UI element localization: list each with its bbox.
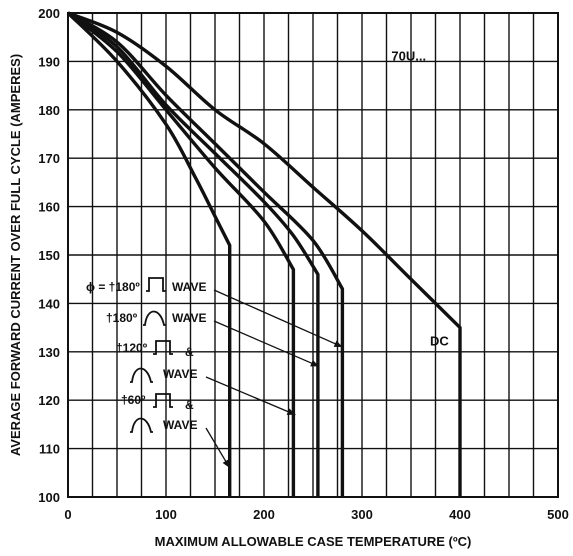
- annotation-text: WAVE: [172, 280, 206, 294]
- annotation-text: &: [185, 345, 194, 359]
- y-tick-label: 130: [38, 345, 60, 360]
- x-tick-label: 400: [449, 507, 471, 522]
- y-tick-label: 190: [38, 54, 60, 69]
- square-wave-symbol: [153, 393, 173, 408]
- y-tick-label: 120: [38, 393, 60, 408]
- sine-wave-symbol: [130, 367, 153, 383]
- series-curve: [67, 11, 320, 497]
- y-tick-label: 140: [38, 296, 60, 311]
- annotation-text: ϕ = †180º: [86, 280, 140, 294]
- annotation-text: †120º: [116, 341, 148, 355]
- y-tick-label: 200: [38, 6, 60, 21]
- y-axis-label: AVERAGE FORWARD CURRENT OVER FULL CYCLE …: [8, 54, 23, 456]
- x-tick-label: 0: [64, 507, 71, 522]
- y-tick-label: 100: [38, 490, 60, 505]
- series-curves: [66, 11, 462, 497]
- arrowhead: [310, 359, 319, 367]
- arrowhead: [286, 408, 296, 415]
- sine-wave-symbol: [143, 310, 166, 326]
- annotation-text: &: [185, 398, 194, 412]
- arrowhead: [222, 459, 230, 468]
- square-wave-symbol: [146, 277, 166, 292]
- tick-labels: 0 100 200 300 400 500 100 110 120 130 140 150 160 170…: [38, 6, 569, 522]
- x-tick-label: 200: [253, 507, 275, 522]
- x-tick-label: 300: [351, 507, 373, 522]
- annotation-arrow: [205, 376, 296, 416]
- dc-label: DC: [430, 334, 449, 349]
- arrowhead: [333, 340, 343, 347]
- y-tick-label: 170: [38, 151, 60, 166]
- annotation-text: WAVE: [163, 367, 197, 381]
- annotation-text: †180º: [106, 311, 138, 325]
- annotation-arrow: [213, 289, 343, 348]
- plot-frame: [67, 12, 559, 498]
- square-wave-symbol: [153, 340, 173, 355]
- series-curve: [66, 11, 296, 497]
- grid: [67, 12, 559, 498]
- annotation-text: †60º: [121, 393, 146, 407]
- series-curve: [67, 11, 462, 497]
- series-curve: [66, 11, 232, 497]
- y-tick-label: 150: [38, 248, 60, 263]
- annotation-text: WAVE: [172, 311, 206, 325]
- y-tick-label: 110: [39, 442, 60, 457]
- annotations: DC ϕ = †180º WAVE †180º WAVE †120º & WAVE †60º & W…: [86, 277, 449, 469]
- x-tick-label: 500: [547, 507, 569, 522]
- y-tick-label: 180: [38, 103, 60, 118]
- x-axis-label: MAXIMUM ALLOWABLE CASE TEMPERATURE (ºC): [155, 534, 472, 549]
- sine-wave-symbol: [130, 417, 153, 433]
- device-label: 70U...: [391, 49, 426, 64]
- x-tick-label: 100: [155, 507, 177, 522]
- series-curve: [67, 11, 345, 497]
- annotation-text: WAVE: [163, 418, 197, 432]
- y-tick-label: 160: [38, 200, 60, 215]
- annotation-arrow: [213, 320, 320, 367]
